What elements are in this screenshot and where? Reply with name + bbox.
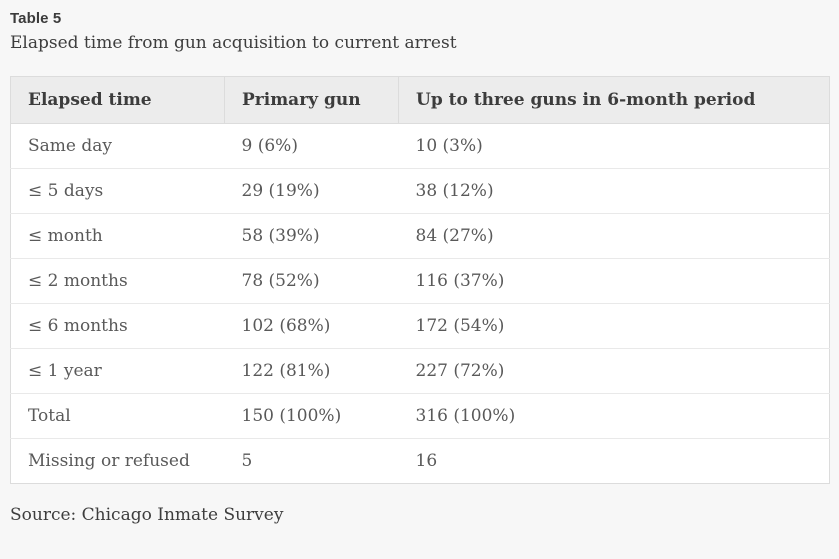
table-source-note: Source: Chicago Inmate Survey (10, 505, 284, 525)
row-label: ≤ 6 months (10, 303, 225, 349)
primary-gun-value: 150 (100%) (224, 393, 399, 439)
table-row-total: Total 150 (100%) 316 (100%) (10, 393, 830, 439)
three-guns-value: 227 (72%) (398, 348, 830, 394)
article-table-section: Table 5 Elapsed time from gun acquisitio… (10, 10, 830, 525)
table-header-row: Elapsed time Primary gun Up to three gun… (10, 76, 830, 124)
three-guns-value: 38 (12%) (398, 168, 830, 214)
primary-gun-value: 78 (52%) (224, 258, 399, 304)
row-label: ≤ month (10, 213, 225, 259)
primary-gun-value: 5 (241, 451, 253, 471)
table-row: Same day 9 (6%) 10 (3%) (10, 123, 830, 169)
three-guns-value: 316 (100%) (398, 393, 830, 439)
table-caption: Elapsed time from gun acquisition to cur… (10, 33, 457, 53)
row-label: Total (10, 393, 225, 439)
table-row: ≤ 6 months 102 (68%) 172 (54%) (10, 303, 830, 349)
three-guns-value: 116 (37%) (398, 258, 830, 304)
column-header-elapsed-time: Elapsed time (10, 76, 225, 124)
column-header-primary-gun: Primary gun (224, 76, 399, 124)
table-row: ≤ 2 months 78 (52%) 116 (37%) (10, 258, 830, 304)
primary-gun-value: 102 (68%) (224, 303, 399, 349)
table-row-missing: Missing or refused 5 16 (11, 439, 830, 484)
primary-gun-value: 122 (81%) (224, 348, 399, 394)
primary-gun-value: 58 (39%) (224, 213, 399, 259)
elapsed-time-table: Elapsed time Primary gun Up to three gun… (10, 76, 830, 484)
table-row: ≤ month 58 (39%) 84 (27%) (10, 213, 830, 259)
table-row: ≤ 5 days 29 (19%) 38 (12%) (10, 168, 830, 214)
row-label: ≤ 5 days (10, 168, 225, 214)
three-guns-value: 16 (415, 451, 438, 471)
three-guns-value: 10 (3%) (398, 123, 830, 169)
three-guns-value: 172 (54%) (398, 303, 830, 349)
row-label: ≤ 2 months (10, 258, 225, 304)
table-number-label: Table 5 (10, 10, 62, 27)
primary-gun-value: 29 (19%) (224, 168, 399, 214)
column-header-three-guns: Up to three guns in 6-month period (398, 76, 830, 124)
three-guns-value: 84 (27%) (398, 213, 830, 259)
row-label: Same day (10, 123, 225, 169)
table-row: ≤ 1 year 122 (81%) 227 (72%) (10, 348, 830, 394)
row-label: ≤ 1 year (10, 348, 225, 394)
primary-gun-value: 9 (6%) (224, 123, 399, 169)
row-label: Missing or refused (28, 451, 190, 471)
